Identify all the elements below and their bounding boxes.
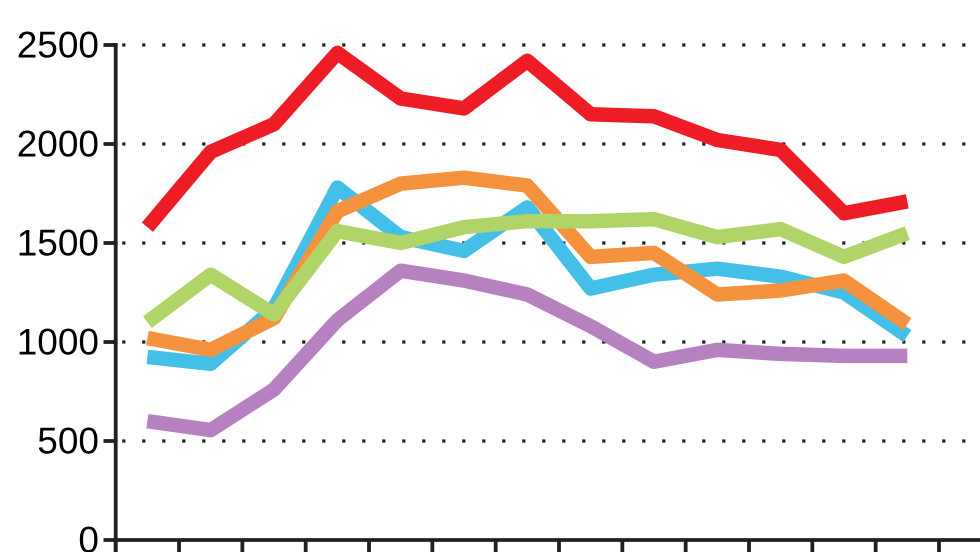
- y-axis-label: 0: [78, 520, 99, 552]
- series-line-purple: [146, 263, 908, 438]
- y-axis-label: 1000: [17, 322, 99, 363]
- y-axis-label: 2500: [17, 25, 99, 66]
- series-line-red: [141, 45, 909, 232]
- y-axis-label: 2000: [17, 124, 99, 165]
- y-axis-label: 1500: [17, 223, 99, 264]
- y-axis-label: 500: [37, 421, 99, 462]
- series-line-green: [143, 211, 910, 328]
